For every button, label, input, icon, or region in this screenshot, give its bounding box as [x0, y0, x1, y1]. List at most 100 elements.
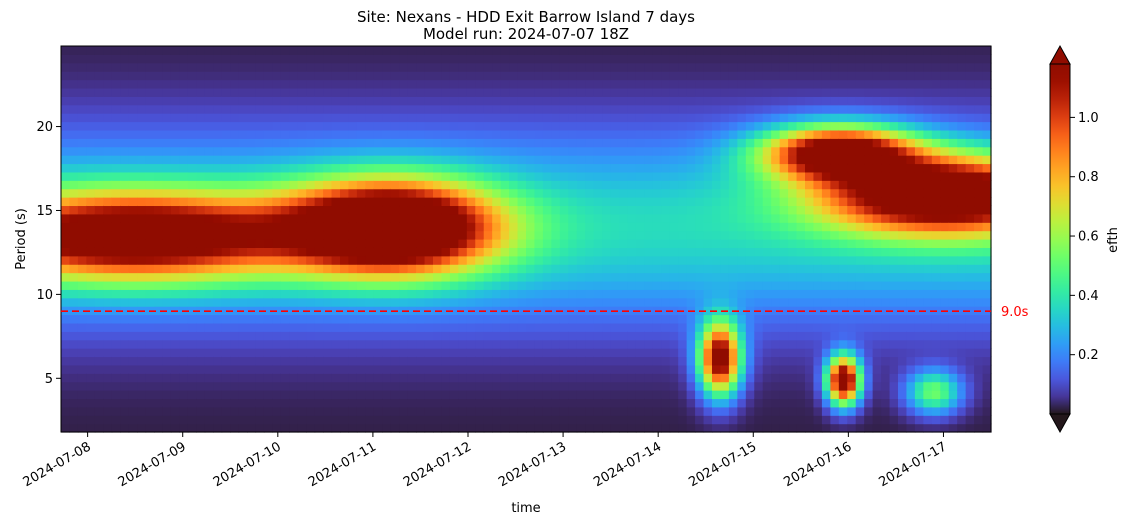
heatmap-cell: [576, 87, 586, 97]
heatmap-cell: [931, 113, 941, 123]
heatmap-cell: [627, 390, 637, 400]
heatmap-cell: [754, 339, 764, 349]
heatmap-cell: [331, 339, 341, 349]
heatmap-cell: [441, 121, 451, 131]
heatmap-cell: [737, 188, 747, 198]
heatmap-cell: [399, 331, 409, 341]
heatmap-cell: [771, 138, 781, 148]
heatmap-cell: [94, 138, 104, 148]
heatmap-cell: [805, 373, 815, 383]
heatmap-cell: [593, 96, 603, 106]
heatmap-cell: [407, 129, 417, 139]
heatmap-cell: [914, 146, 924, 156]
heatmap-cell: [805, 356, 815, 366]
heatmap-cell: [898, 264, 908, 274]
heatmap-cell: [196, 364, 206, 374]
heatmap-cell: [103, 289, 113, 299]
heatmap-cell: [137, 146, 147, 156]
heatmap-cell: [128, 104, 138, 114]
heatmap-cell: [906, 54, 916, 64]
heatmap-cell: [745, 331, 755, 341]
heatmap-cell: [821, 381, 831, 391]
heatmap-cell: [500, 398, 510, 408]
heatmap-cell: [449, 348, 459, 358]
heatmap-cell: [712, 96, 722, 106]
heatmap-cell: [847, 96, 857, 106]
heatmap-cell: [466, 46, 476, 55]
heatmap-cell: [712, 62, 722, 72]
heatmap-cell: [898, 356, 908, 366]
heatmap-cell: [627, 423, 637, 433]
heatmap-cell: [695, 188, 705, 198]
heatmap-cell: [931, 415, 941, 425]
heatmap-cell: [230, 322, 240, 332]
heatmap-cell: [492, 356, 502, 366]
heatmap-cell: [441, 297, 451, 307]
heatmap-cell: [568, 406, 578, 416]
heatmap-cell: [762, 314, 772, 324]
heatmap-cell: [466, 331, 476, 341]
heatmap-cell: [154, 331, 164, 341]
heatmap-cell: [788, 289, 798, 299]
heatmap-cell: [204, 423, 214, 433]
heatmap-cell: [94, 197, 104, 207]
heatmap-cell: [762, 381, 772, 391]
heatmap-cell: [441, 71, 451, 81]
heatmap-cell: [187, 348, 197, 358]
heatmap-cell: [872, 205, 882, 215]
heatmap-cell: [179, 264, 189, 274]
heatmap-cell: [686, 364, 696, 374]
heatmap-cell: [145, 247, 155, 257]
heatmap-cell: [686, 104, 696, 114]
heatmap-cell: [280, 54, 290, 64]
heatmap-cell: [830, 171, 840, 181]
heatmap-cell: [906, 272, 916, 282]
heatmap-cell: [855, 280, 865, 290]
heatmap-cell: [914, 280, 924, 290]
heatmap-cell: [111, 406, 121, 416]
heatmap-cell: [534, 54, 544, 64]
heatmap-cell: [230, 46, 240, 55]
heatmap-cell: [466, 322, 476, 332]
heatmap-cell: [323, 390, 333, 400]
heatmap-cell: [331, 205, 341, 215]
heatmap-cell: [331, 322, 341, 332]
heatmap-cell: [796, 79, 806, 89]
heatmap-cell: [619, 239, 629, 248]
heatmap-cell: [154, 104, 164, 114]
heatmap-cell: [492, 197, 502, 207]
heatmap-cell: [509, 381, 519, 391]
heatmap-cell: [965, 264, 975, 274]
heatmap-cell: [458, 104, 468, 114]
heatmap-cell: [170, 71, 180, 81]
heatmap-cell: [796, 239, 806, 248]
heatmap-cell: [483, 423, 493, 433]
heatmap-cell: [813, 104, 823, 114]
heatmap-cell: [263, 406, 273, 416]
heatmap-cell: [323, 423, 333, 433]
heatmap-cell: [965, 54, 975, 64]
heatmap-cell: [838, 264, 848, 274]
heatmap-cell: [162, 163, 172, 173]
heatmap-cell: [255, 188, 265, 198]
heatmap-cell: [593, 239, 603, 248]
heatmap-cell: [889, 331, 899, 341]
heatmap-cell: [635, 222, 645, 232]
heatmap-cell: [644, 415, 654, 425]
heatmap-cell: [162, 171, 172, 181]
heatmap-cell: [830, 239, 840, 248]
heatmap-cell: [864, 46, 874, 55]
heatmap-cell: [323, 104, 333, 114]
heatmap-cell: [898, 348, 908, 358]
heatmap-cell: [805, 188, 815, 198]
heatmap-cell: [948, 272, 958, 282]
heatmap-cell: [830, 297, 840, 307]
heatmap-cell: [424, 180, 434, 190]
heatmap-cell: [238, 239, 248, 248]
heatmap-cell: [712, 398, 722, 408]
heatmap-cell: [872, 138, 882, 148]
heatmap-cell: [779, 289, 789, 299]
heatmap-cell: [745, 356, 755, 366]
heatmap-cell: [154, 255, 164, 265]
heatmap-cell: [433, 222, 443, 232]
